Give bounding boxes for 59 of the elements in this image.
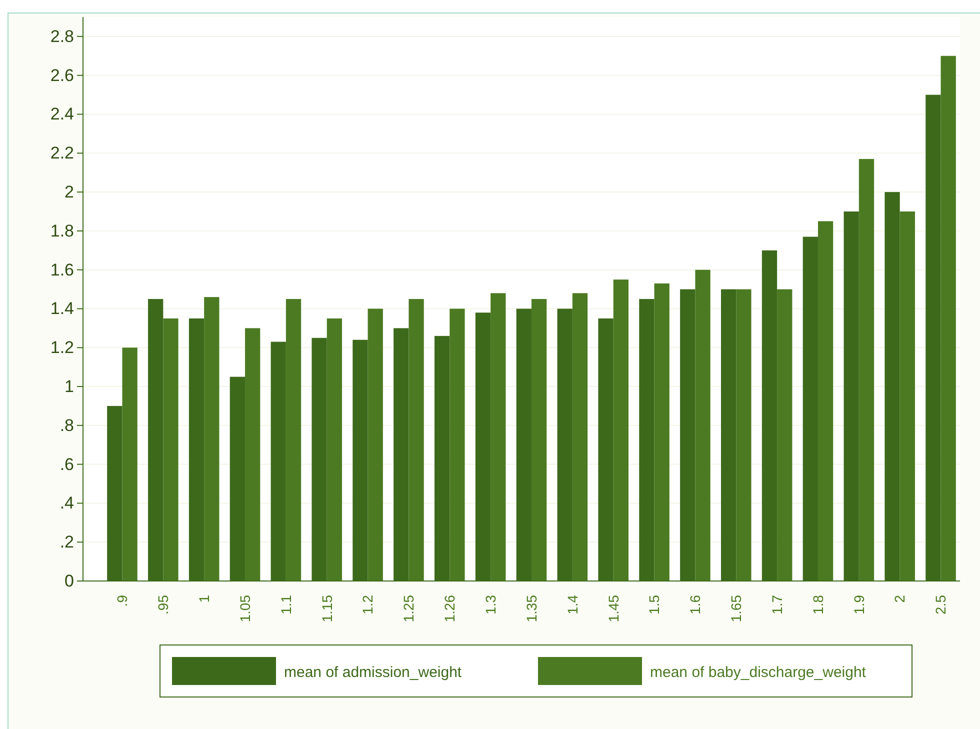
- bar: [326, 318, 342, 581]
- y-tick-label: 2.4: [50, 104, 74, 124]
- x-tick-label: .9: [114, 594, 130, 607]
- x-tick-label: 1.9: [850, 594, 867, 614]
- x-tick-label: 1.7: [768, 594, 785, 614]
- bar: [408, 299, 424, 581]
- bar: [490, 293, 506, 581]
- y-tick-label: 2.6: [50, 66, 74, 85]
- x-tick-label: 2.5: [932, 594, 949, 614]
- bar: [122, 348, 138, 581]
- y-tick-label: .6: [60, 454, 74, 474]
- x-tick-label: 1.65: [728, 594, 744, 622]
- bar: [858, 158, 874, 581]
- y-tick-label: .4: [60, 494, 74, 513]
- x-tick-label: 1.5: [646, 594, 662, 614]
- bar: [245, 328, 260, 581]
- x-tick-label: 1.1: [278, 594, 294, 614]
- y-tick-label: 1.2: [50, 338, 74, 358]
- bar: [900, 211, 915, 581]
- y-tick-label: 1.8: [50, 221, 74, 240]
- x-tick-label: .95: [155, 594, 172, 614]
- bar: [532, 299, 547, 581]
- bar: [163, 318, 178, 581]
- x-tick-label: 1.26: [442, 594, 458, 622]
- x-tick-label: 1.6: [687, 594, 704, 614]
- x-tick-label: 1.45: [605, 594, 622, 622]
- bar: [450, 308, 465, 581]
- x-tick-label: 1.35: [523, 594, 540, 622]
- bar: [777, 289, 792, 581]
- bar: [736, 289, 752, 581]
- bar: [286, 299, 302, 581]
- y-tick-label: .8: [60, 416, 74, 435]
- y-tick-label: 1.6: [50, 260, 74, 280]
- bar: [654, 283, 670, 581]
- x-tick-label: 1.2: [360, 594, 376, 614]
- bar: [368, 308, 383, 581]
- y-tick-label: 0: [64, 571, 74, 590]
- bar: [204, 297, 220, 581]
- y-tick-label: 1.4: [50, 299, 74, 318]
- x-tick-label: 1: [196, 594, 212, 603]
- bar: [695, 270, 710, 581]
- y-tick-label: 2.8: [50, 26, 74, 46]
- x-tick-label: 1.25: [400, 594, 417, 622]
- bar: [940, 56, 956, 581]
- y-tick-label: 1: [64, 376, 74, 396]
- x-tick-label: 1.8: [810, 594, 826, 614]
- text: mean of admission_weight: [284, 664, 462, 681]
- x-tick-label: 1.15: [318, 594, 335, 622]
- x-tick-label: 1.4: [564, 594, 580, 614]
- y-tick-label: .2: [60, 532, 74, 552]
- x-tick-label: 2: [892, 594, 908, 603]
- y-tick-label: 2.2: [50, 144, 74, 163]
- x-tick-label: 1.05: [236, 594, 253, 622]
- bar: [613, 280, 628, 581]
- bar: [572, 293, 588, 581]
- bar: [818, 221, 834, 581]
- y-tick-label: 2: [64, 182, 74, 202]
- text: mean of baby_discharge_weight: [650, 664, 867, 681]
- x-tick-label: 1.3: [482, 594, 498, 614]
